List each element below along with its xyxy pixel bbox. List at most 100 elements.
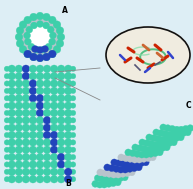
Circle shape [15, 117, 23, 124]
Text: C: C [186, 101, 192, 110]
Circle shape [4, 140, 9, 145]
Circle shape [106, 170, 113, 177]
Circle shape [128, 169, 135, 176]
Circle shape [22, 102, 30, 109]
Circle shape [111, 159, 118, 166]
Circle shape [164, 136, 171, 143]
Circle shape [133, 160, 140, 167]
Circle shape [157, 141, 164, 148]
Circle shape [22, 117, 30, 124]
Circle shape [36, 94, 44, 102]
Circle shape [40, 46, 47, 53]
Circle shape [22, 161, 30, 168]
Circle shape [18, 15, 62, 59]
Circle shape [49, 50, 56, 58]
Circle shape [70, 81, 76, 86]
Circle shape [155, 136, 162, 142]
Circle shape [15, 72, 23, 80]
Circle shape [113, 165, 120, 172]
Circle shape [36, 139, 44, 146]
Circle shape [184, 129, 191, 136]
Circle shape [29, 102, 37, 109]
Circle shape [43, 146, 51, 153]
Circle shape [70, 125, 76, 130]
Circle shape [36, 124, 44, 132]
Circle shape [43, 161, 51, 168]
Circle shape [159, 145, 166, 152]
Circle shape [57, 175, 65, 183]
Circle shape [57, 65, 65, 73]
Circle shape [64, 131, 72, 139]
Circle shape [49, 50, 56, 58]
Circle shape [16, 40, 24, 47]
Circle shape [115, 171, 122, 178]
Circle shape [122, 155, 129, 162]
Circle shape [29, 153, 37, 161]
Circle shape [173, 126, 180, 133]
Circle shape [37, 21, 43, 27]
Circle shape [147, 150, 154, 157]
Circle shape [8, 124, 16, 132]
Circle shape [45, 43, 52, 50]
Circle shape [70, 154, 76, 160]
Circle shape [122, 166, 129, 173]
Circle shape [70, 162, 76, 167]
Circle shape [92, 180, 99, 187]
Circle shape [43, 53, 50, 61]
Circle shape [15, 124, 23, 132]
Circle shape [43, 22, 49, 29]
Circle shape [8, 161, 16, 168]
Circle shape [4, 147, 9, 152]
Circle shape [70, 140, 76, 145]
Circle shape [70, 66, 76, 71]
Circle shape [15, 80, 23, 87]
Circle shape [57, 87, 65, 95]
Circle shape [43, 131, 51, 139]
Circle shape [19, 46, 27, 53]
Circle shape [70, 118, 76, 123]
Circle shape [162, 130, 169, 137]
Circle shape [22, 131, 30, 139]
Circle shape [4, 103, 9, 108]
Circle shape [8, 65, 16, 73]
Circle shape [64, 80, 72, 87]
Circle shape [8, 175, 16, 183]
Circle shape [15, 168, 23, 176]
Circle shape [138, 151, 145, 158]
Circle shape [24, 16, 31, 24]
Circle shape [43, 102, 51, 109]
Circle shape [108, 176, 115, 183]
Circle shape [129, 150, 136, 156]
Circle shape [134, 150, 141, 157]
Circle shape [50, 175, 58, 183]
Circle shape [53, 21, 61, 29]
Circle shape [64, 102, 72, 109]
Circle shape [57, 153, 65, 161]
Circle shape [19, 21, 27, 29]
Circle shape [29, 72, 37, 80]
Circle shape [99, 175, 106, 182]
Circle shape [97, 169, 104, 176]
Circle shape [36, 54, 44, 62]
Circle shape [36, 72, 44, 80]
Circle shape [115, 160, 122, 167]
Circle shape [29, 131, 37, 139]
Circle shape [50, 94, 58, 102]
Circle shape [119, 170, 126, 177]
Circle shape [161, 140, 168, 147]
Circle shape [29, 87, 37, 95]
Circle shape [124, 170, 131, 177]
Circle shape [22, 175, 30, 183]
Circle shape [36, 131, 44, 139]
Circle shape [15, 139, 23, 146]
Circle shape [8, 109, 16, 117]
Circle shape [4, 162, 9, 167]
Circle shape [64, 153, 72, 161]
Circle shape [28, 43, 35, 50]
Circle shape [49, 32, 56, 39]
Circle shape [145, 146, 152, 153]
Circle shape [129, 161, 136, 168]
Circle shape [22, 72, 30, 80]
Circle shape [101, 181, 108, 188]
Circle shape [50, 72, 58, 80]
